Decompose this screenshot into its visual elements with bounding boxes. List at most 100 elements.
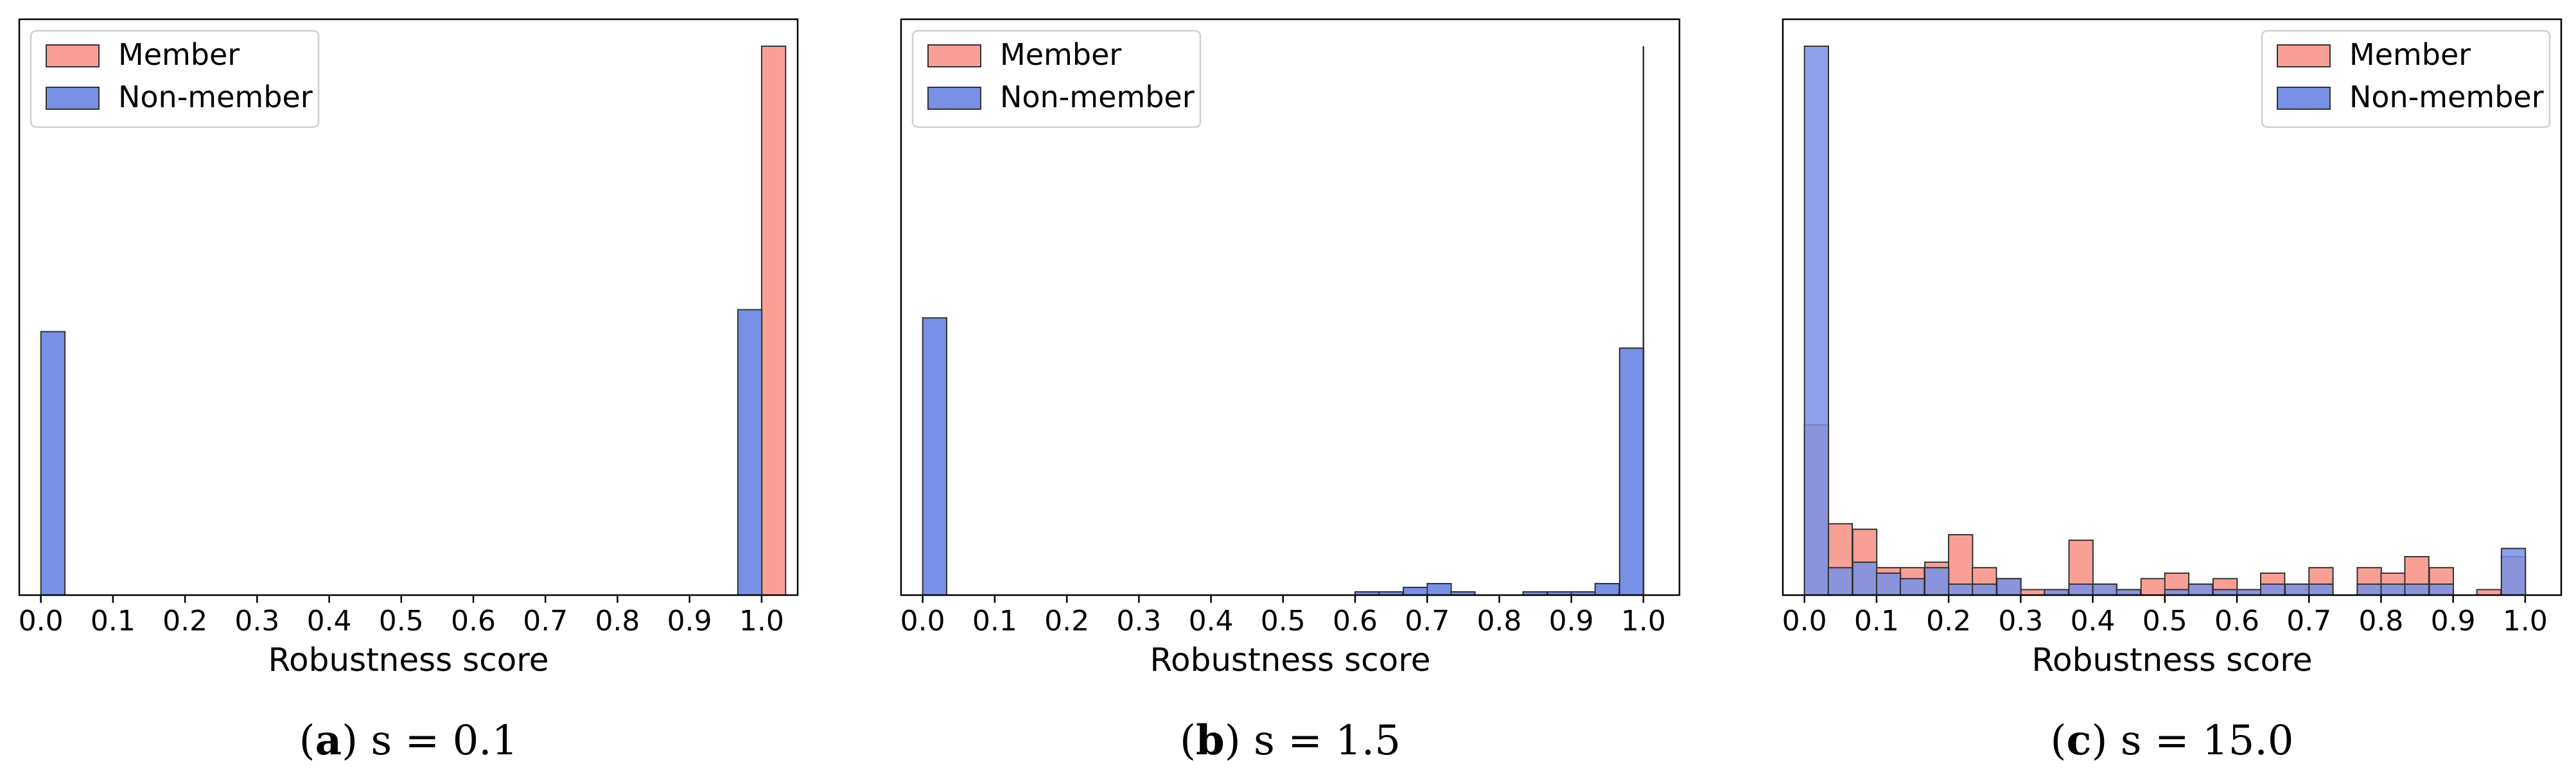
legend-label: Non-member [2349, 80, 2544, 114]
axes-frame [18, 18, 799, 596]
x-tick-label: 0.2 [1044, 605, 1089, 637]
non-member-bar [1618, 347, 1645, 596]
non-member-bar [2068, 583, 2094, 596]
non-member-bar [2284, 583, 2310, 596]
x-tick-label: 0.3 [1998, 605, 2043, 637]
caption-letter: a [315, 716, 342, 765]
non-member-bar [1403, 587, 1428, 596]
non-member-bar [1426, 583, 1452, 596]
non-member-bar [40, 331, 66, 596]
x-axis-label: Robustness score [1150, 641, 1431, 679]
x-tick-label: 0.0 [1782, 605, 1827, 637]
non-member-bar [2260, 583, 2286, 596]
caption-letter: c [2067, 716, 2092, 765]
x-tick-label: 0.7 [1405, 605, 1450, 637]
legend: Member Non-member [2261, 30, 2551, 128]
legend-label: Member [2349, 37, 2471, 72]
x-tick-label: 1.0 [739, 605, 784, 637]
non-member-bar [2500, 548, 2527, 596]
caption-letter: b [1196, 716, 1225, 765]
non-member-bar [1972, 583, 1997, 596]
non-member-bar [1827, 567, 1853, 596]
x-tick-label: 0.1 [972, 605, 1017, 637]
panel-caption: (b) s = 1.5 [1180, 716, 1401, 765]
non-member-bar [2044, 589, 2069, 596]
non-member-bar [1875, 572, 1902, 596]
legend: Member Non-member [30, 30, 320, 128]
caption-text: s = 15.0 [2121, 717, 2294, 765]
panel-caption: (a) s = 0.1 [299, 716, 518, 765]
x-tick-label: 0.2 [1926, 605, 1971, 637]
x-tick-label: 0.1 [1854, 605, 1899, 637]
member-bar [760, 46, 787, 596]
panel-caption: (c) s = 15.0 [2051, 716, 2294, 765]
x-tick-label: 0.0 [900, 605, 945, 637]
x-tick-label: 0.8 [595, 605, 640, 637]
x-tick-label: 1.0 [1621, 605, 1666, 637]
x-tick-label: 0.6 [2214, 605, 2259, 637]
x-tick-label: 0.2 [162, 605, 207, 637]
member-legend-swatch [927, 44, 981, 67]
non-member-bar [1996, 578, 2022, 596]
x-axis-label: Robustness score [2032, 641, 2313, 679]
x-tick-label: 0.9 [2431, 605, 2476, 637]
legend-label: Member [1000, 37, 1121, 72]
x-tick-label: 0.6 [1333, 605, 1378, 637]
axes-frame [1782, 18, 2563, 596]
chart-panel-b: 0.0 0.1 0.2 0.3 0.4 0.5 0.6 0.7 0.8 0.9 1.0 Robustn… [900, 18, 1681, 765]
x-tick-label: 0.3 [1116, 605, 1161, 637]
x-tick-label: 0.6 [451, 605, 496, 637]
chart-panel-c: 0.0 0.1 0.2 0.3 0.4 0.5 0.6 0.7 0.8 0.9 1.0 Robustn… [1782, 18, 2563, 765]
x-tick-label: 0.9 [667, 605, 712, 637]
non-member-legend-swatch [927, 87, 981, 110]
non-member-bar [922, 317, 948, 596]
legend-label: Member [118, 37, 240, 72]
member-bar [2020, 589, 2046, 596]
non-member-legend-swatch [2277, 87, 2331, 110]
x-tick-label: 0.0 [19, 605, 64, 637]
x-tick-label: 0.8 [2358, 605, 2403, 637]
x-tick-label: 0.4 [1189, 605, 1234, 637]
x-tick-label: 0.7 [2286, 605, 2331, 637]
non-member-bar [2428, 583, 2455, 596]
axes-frame [900, 18, 1681, 596]
member-legend-swatch [2277, 44, 2331, 67]
legend-box [30, 30, 320, 128]
x-tick-label: 0.5 [1261, 605, 1306, 637]
chart-panel-a: 0.0 0.1 0.2 0.3 0.4 0.5 0.6 0.7 0.8 0.9 1.0 Robustn… [18, 18, 799, 765]
x-tick-label: 1.0 [2503, 605, 2548, 637]
non-member-bar [2116, 589, 2141, 596]
x-tick-label: 0.3 [234, 605, 279, 637]
non-member-bar [2164, 589, 2190, 596]
x-tick-label: 0.5 [2142, 605, 2187, 637]
member-bar [2476, 589, 2502, 596]
x-tick-label: 0.5 [379, 605, 424, 637]
non-member-bar [2212, 589, 2238, 596]
member-bar [2140, 578, 2166, 596]
non-member-bar [2404, 583, 2430, 596]
non-member-bar [2187, 583, 2214, 596]
legend-label: Non-member [1000, 80, 1195, 114]
legend-box [2261, 30, 2551, 128]
non-member-bar [1899, 578, 1925, 596]
x-tick-label: 0.1 [91, 605, 136, 637]
non-member-bar [1803, 46, 1830, 596]
x-tick-label: 0.7 [523, 605, 568, 637]
non-member-bar [2236, 589, 2262, 596]
non-member-bar [2092, 583, 2117, 596]
caption-text: s = 1.5 [1254, 717, 1401, 765]
x-tick-label: 0.9 [1549, 605, 1594, 637]
non-member-bar [2356, 583, 2382, 596]
non-member-bar [2308, 583, 2334, 596]
member-legend-swatch [46, 44, 100, 67]
x-axis-label: Robustness score [268, 641, 549, 679]
legend-label: Non-member [118, 80, 313, 114]
x-tick-label: 0.4 [2071, 605, 2116, 637]
non-member-bar [1948, 583, 1974, 596]
caption-text: s = 0.1 [371, 717, 518, 765]
legend: Member Non-member [911, 30, 1202, 128]
non-member-bar [737, 309, 763, 596]
non-member-bar [1594, 583, 1620, 596]
x-tick-label: 0.8 [1476, 605, 1521, 637]
